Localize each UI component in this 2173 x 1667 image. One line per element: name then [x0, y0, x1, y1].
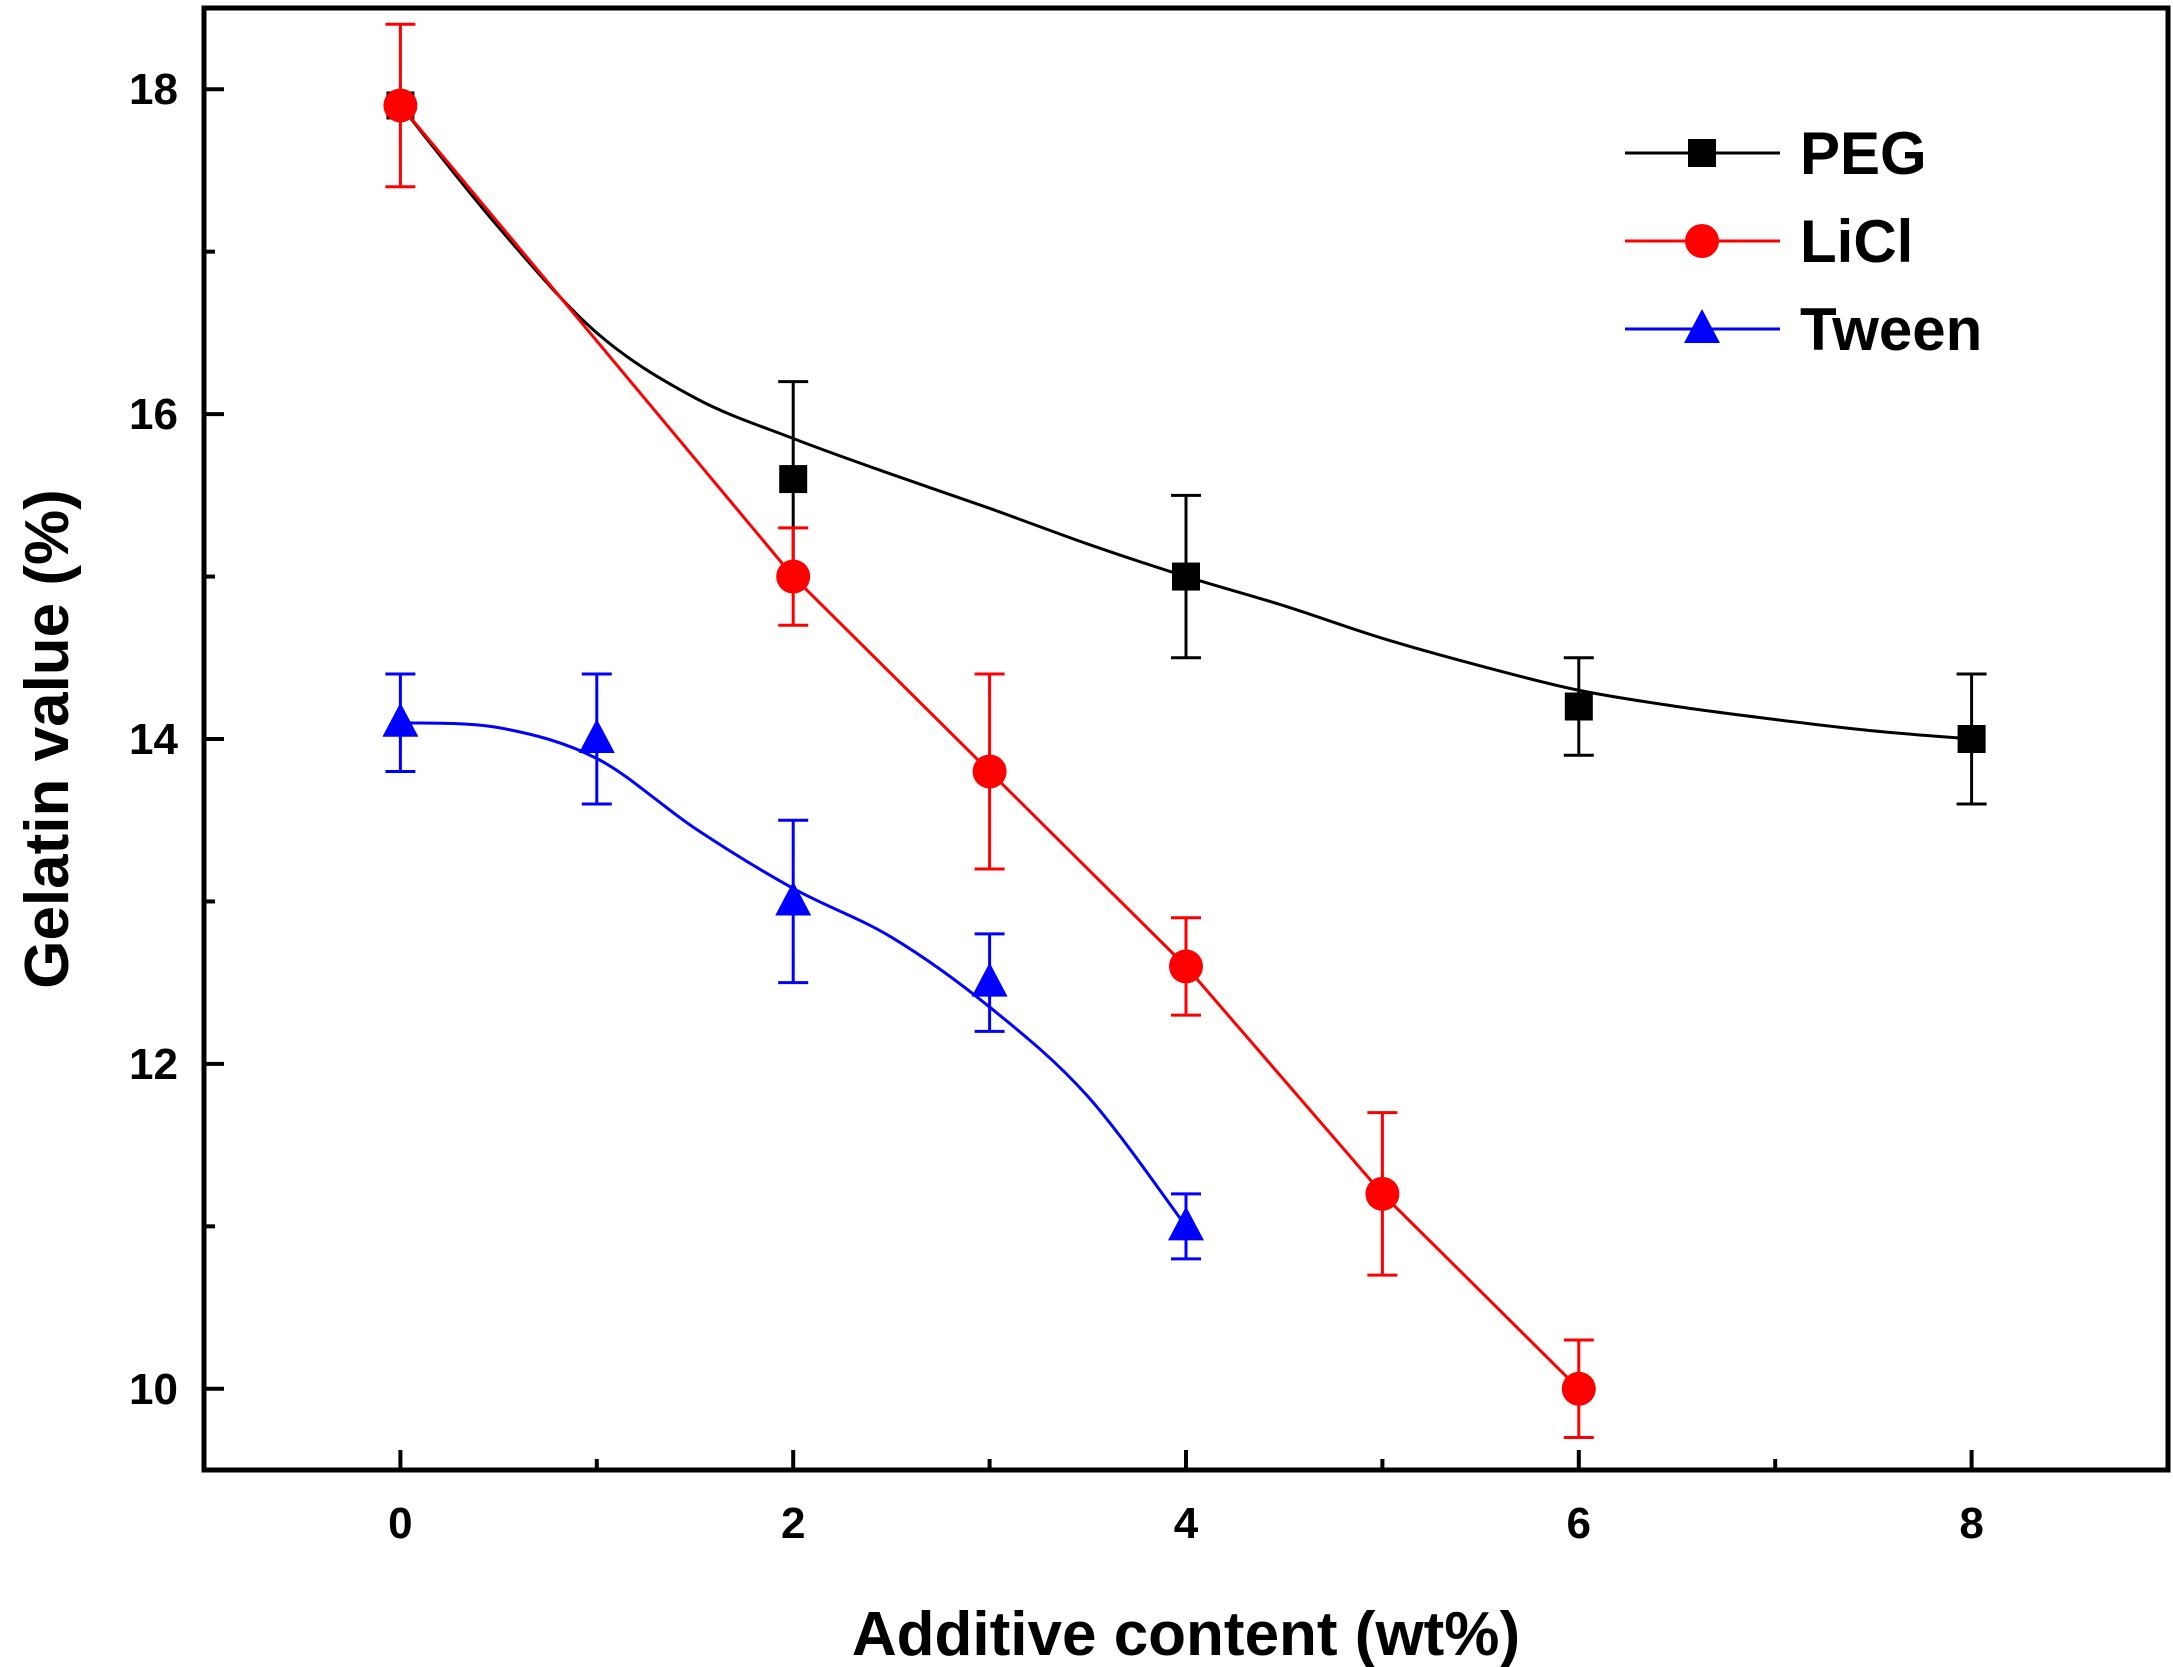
- data-point-tween: [382, 702, 419, 737]
- y-axis-title: Gelatin value (%): [13, 489, 82, 989]
- legend-marker-tween: [1684, 309, 1720, 343]
- data-point-tween: [578, 719, 615, 753]
- axis-tick-labels: 0 2 4 6 8 10 12 14 16 18: [129, 65, 1984, 1548]
- y-tick-label: 12: [129, 1040, 178, 1089]
- y-tick-label: 14: [129, 715, 178, 764]
- data-point-tween: [1168, 1206, 1204, 1241]
- data-point-licl: [972, 754, 1007, 789]
- y-tick-label: 10: [129, 1365, 178, 1414]
- x-tick-label: 2: [781, 1499, 805, 1548]
- series-layer: [382, 22, 1987, 1440]
- data-point-licl: [383, 88, 418, 123]
- x-tick-label: 8: [1959, 1499, 1983, 1548]
- y-tick-label: 18: [129, 65, 178, 114]
- legend-label-tween: Tween: [1800, 296, 1982, 363]
- data-point-licl: [776, 559, 811, 594]
- series-licl: [383, 22, 1596, 1440]
- x-tick-label: 4: [1174, 1499, 1199, 1548]
- data-point-tween: [971, 962, 1008, 997]
- series-line-peg: [399, 104, 1972, 741]
- x-axis-title: Additive content (wt%): [852, 1600, 1520, 1667]
- x-tick-label: 0: [388, 1499, 412, 1548]
- legend-marker-licl: [1685, 224, 1719, 258]
- legend: PEG LiCl Tween: [1625, 120, 1982, 363]
- data-point-peg: [779, 465, 808, 494]
- series-peg: [386, 91, 1987, 806]
- data-point-peg: [1957, 725, 1986, 753]
- data-point-peg: [1172, 562, 1200, 591]
- legend-label-licl: LiCl: [1800, 208, 1913, 275]
- data-point-tween: [775, 881, 812, 916]
- legend-label-peg: PEG: [1800, 120, 1927, 187]
- data-point-peg: [1564, 692, 1593, 721]
- series-tween: [382, 672, 1204, 1261]
- series-line-licl: [399, 104, 1580, 1390]
- axis-ticks: [204, 87, 1974, 1470]
- data-point-licl: [1169, 949, 1203, 984]
- x-tick-label: 6: [1567, 1499, 1591, 1548]
- legend-marker-peg: [1688, 139, 1716, 167]
- data-point-licl: [1365, 1176, 1400, 1211]
- data-point-licl: [1561, 1371, 1596, 1406]
- y-tick-label: 16: [129, 390, 178, 439]
